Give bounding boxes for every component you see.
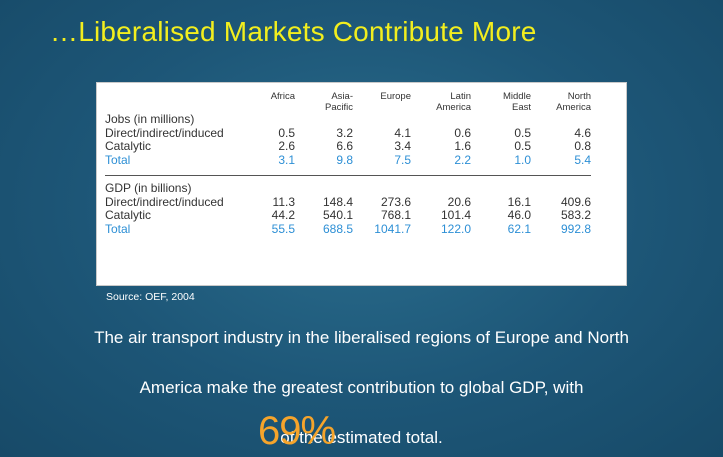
table-row: Direct/indirect/induced 11.3 148.4 273.6… (105, 194, 591, 210)
table-cell: 768.1 (380, 208, 411, 222)
column-header: Asia- Pacific (325, 91, 353, 113)
row-label: Direct/indirect/induced (105, 125, 224, 140)
table-cell: 0.5 (514, 139, 531, 153)
slide-title: …Liberalised Markets Contribute More (50, 16, 537, 47)
data-table: Africa Asia- Pacific Europe Latin America … (105, 91, 591, 236)
table-row: Direct/indirect/induced 0.5 3.2 4.1 0.6 … (105, 125, 591, 141)
table-cell: 6.6 (336, 139, 353, 153)
section-heading-row: GDP (in billions) (105, 181, 591, 196)
column-header: North America (556, 91, 591, 113)
table-cell: 20.6 (447, 194, 471, 209)
table-cell: 992.8 (560, 221, 591, 236)
table-cell: 46.0 (507, 208, 531, 222)
table-cell: 44.2 (271, 208, 295, 222)
table-header-row: Africa Asia- Pacific Europe Latin America … (105, 91, 591, 113)
table-cell: 4.1 (394, 125, 411, 140)
column-header: Latin America (436, 91, 471, 113)
data-table-card: Africa Asia- Pacific Europe Latin America … (96, 82, 627, 286)
section-heading-row: Jobs (in millions) (105, 112, 591, 127)
paragraph-line-1: The air transport industry in the libera… (94, 328, 629, 347)
column-header-blank (105, 91, 255, 113)
table-cell: 688.5 (322, 221, 353, 236)
table-cell: 0.6 (454, 125, 471, 140)
table-cell: 148.4 (322, 194, 353, 209)
row-label: Total (105, 221, 131, 236)
table-cell: 55.5 (271, 221, 295, 236)
column-header: Middle East (503, 91, 531, 113)
table-cell: 583.2 (560, 208, 591, 222)
table-cell: 11.3 (272, 194, 295, 209)
table-cell: 2.6 (278, 139, 295, 153)
table-cell: 3.4 (394, 139, 411, 153)
table-cell: 0.8 (574, 139, 591, 153)
highlight-percent: 69% (258, 409, 336, 453)
source-note: Source: OEF, 2004 (106, 291, 195, 303)
table-cell: 0.5 (278, 125, 295, 140)
table-cell: 409.6 (560, 194, 591, 209)
table-cell: 5.4 (574, 152, 591, 167)
table-cell: 0.5 (514, 125, 531, 140)
table-total-row: Total 3.1 9.8 7.5 2.2 1.0 5.4 (105, 152, 591, 168)
table-row: Catalytic 44.2 540.1 768.1 101.4 46.0 58… (105, 208, 591, 223)
table-cell: 2.2 (454, 152, 471, 167)
section-heading: Jobs (in millions) (105, 112, 195, 126)
table-cell: 1041.7 (374, 221, 411, 236)
table-cell: 4.6 (574, 125, 591, 140)
row-label: Catalytic (105, 208, 152, 222)
section-divider (105, 167, 591, 176)
column-header: Europe (380, 91, 411, 102)
table-cell: 7.5 (394, 152, 411, 167)
table-total-row: Total 55.5 688.5 1041.7 122.0 62.1 992.8 (105, 221, 591, 237)
table-cell: 3.2 (336, 125, 353, 140)
table-cell: 1.6 (454, 139, 471, 153)
section-heading: GDP (in billions) (105, 181, 192, 195)
row-label: Catalytic (105, 139, 152, 153)
table-cell: 62.1 (507, 221, 531, 236)
table-cell: 9.8 (336, 152, 353, 167)
paragraph-line-3: of the estimated total. (280, 428, 443, 447)
table-cell: 1.0 (514, 152, 531, 167)
row-label: Total (105, 152, 131, 167)
table-cell: 122.0 (440, 221, 471, 236)
table-cell: 101.4 (440, 208, 471, 222)
paragraph-line-2: America make the greatest contribution t… (139, 378, 584, 397)
table-row: Catalytic 2.6 6.6 3.4 1.6 0.5 0.8 (105, 139, 591, 154)
table-cell: 273.6 (380, 194, 411, 209)
table-cell: 540.1 (322, 208, 353, 222)
table-cell: 16.1 (507, 194, 531, 209)
table-cell: 3.1 (278, 152, 295, 167)
row-label: Direct/indirect/induced (105, 194, 224, 209)
column-header: Africa (270, 91, 295, 102)
